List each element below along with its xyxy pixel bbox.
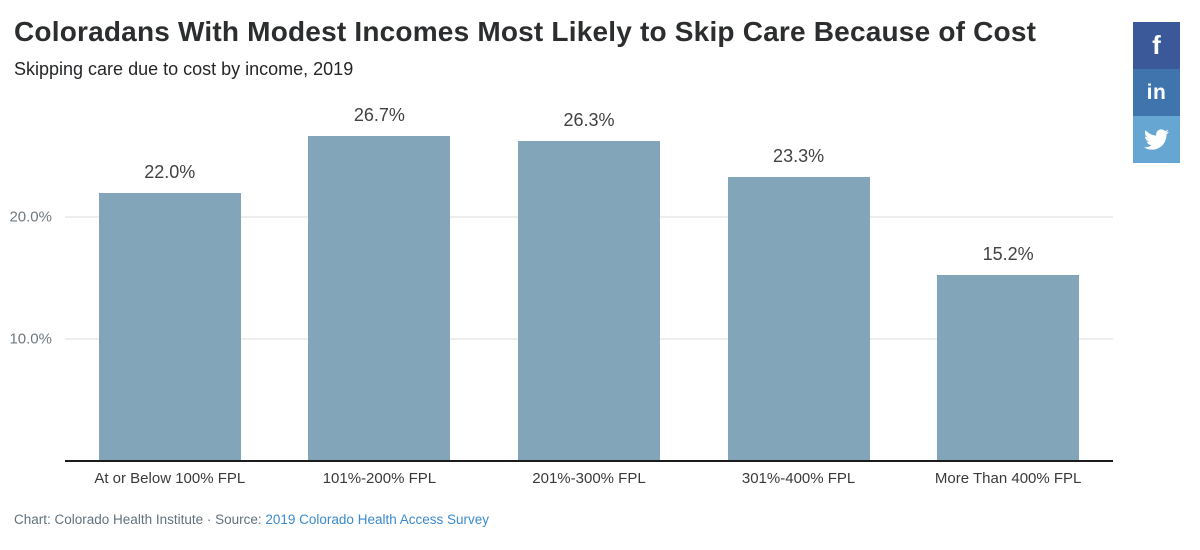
bar-slot: 15.2%	[903, 120, 1113, 460]
y-axis-tick-label: 10.0%	[9, 330, 52, 348]
twitter-icon	[1144, 127, 1169, 152]
facebook-icon: f	[1152, 30, 1161, 60]
bars-row: 22.0% 26.7% 26.3% 23.3% 15.2%	[65, 105, 1113, 460]
x-axis-category-label: 201%-300% FPL	[532, 470, 646, 487]
bar-slot: 26.7%	[275, 105, 485, 460]
chart-header: Coloradans With Modest Incomes Most Like…	[14, 16, 1114, 80]
page-subtitle: Skipping care due to cost by income, 201…	[14, 59, 354, 79]
bar: 26.7%	[308, 105, 451, 460]
x-axis-category-label: 101%-200% FPL	[322, 470, 437, 487]
footer-credit: Chart: Colorado Health Institute · Sourc…	[14, 512, 489, 527]
bar-slot: 23.3%	[694, 120, 904, 460]
bar: 15.2%	[937, 244, 1080, 460]
source-link[interactable]: 2019 Colorado Health Access Survey	[265, 512, 490, 527]
bar: 26.3%	[517, 110, 660, 460]
categories-row: At or Below 100% FPL 101%-200% FPL 201%-30…	[65, 470, 1113, 487]
bar-value-label: 23.3%	[773, 146, 825, 167]
bar: 23.3%	[727, 146, 870, 460]
bar-slot: 22.0%	[65, 120, 275, 460]
plot-area: 22.0% 26.7% 26.3% 23.3% 15.2% 10.0% 20.0%	[9, 105, 1113, 462]
bar-value-label: 15.2%	[982, 244, 1034, 265]
twitter-share-button[interactable]	[1133, 116, 1180, 163]
bar: 22.0%	[98, 162, 241, 460]
facebook-share-button[interactable]: f	[1133, 22, 1180, 69]
x-axis-category-label: 301%-400% FPL	[741, 470, 856, 487]
linkedin-share-button[interactable]: in	[1133, 69, 1180, 116]
y-axis-tick-label: 20.0%	[9, 208, 52, 226]
bar-value-label: 22.0%	[144, 161, 196, 182]
page-title: Coloradans With Modest Incomes Most Like…	[14, 16, 1037, 47]
bar-value-label: 26.7%	[353, 104, 405, 125]
share-buttons: f in	[1133, 22, 1180, 163]
footer-credit-text: Chart: Colorado Health Institute · Sourc…	[14, 512, 266, 527]
linkedin-icon: in	[1146, 80, 1167, 104]
x-axis-category-label: More Than 400% FPL	[934, 470, 1082, 487]
bar-value-label: 26.3%	[563, 109, 615, 130]
x-axis-category-label: At or Below 100% FPL	[94, 470, 246, 487]
bar-slot: 26.3%	[484, 110, 694, 460]
